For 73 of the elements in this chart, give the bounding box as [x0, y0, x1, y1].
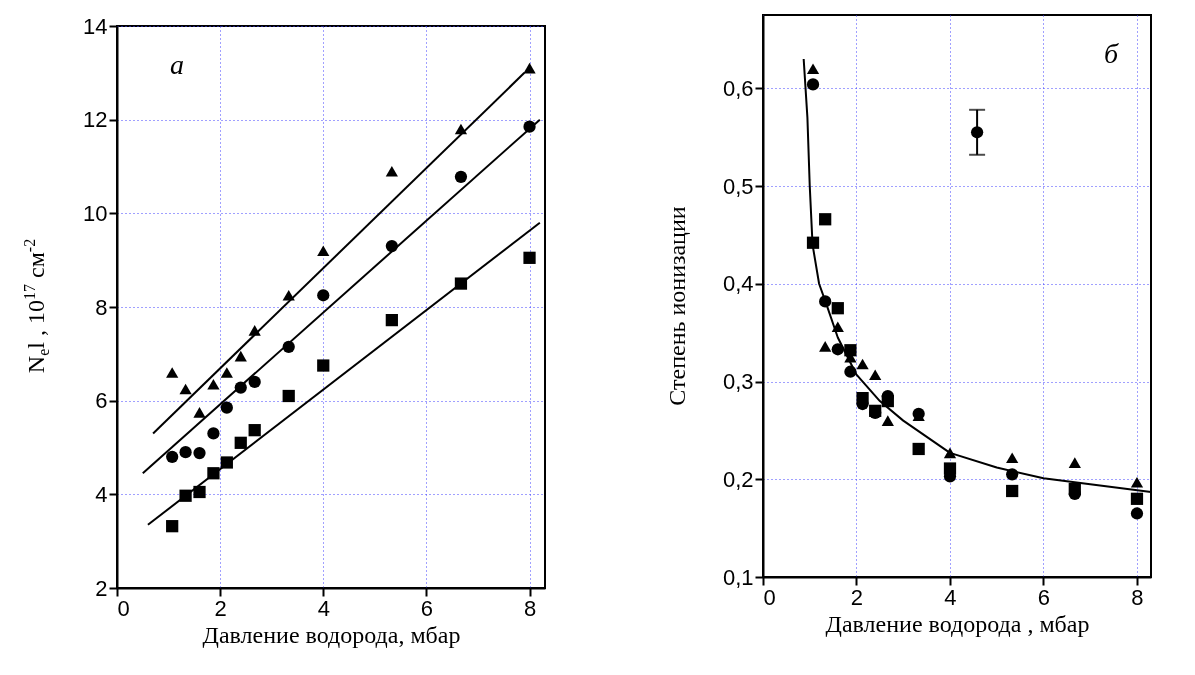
- y-tick-label: 14: [83, 13, 108, 39]
- x-tick-label: 6: [420, 595, 434, 621]
- point: [523, 62, 536, 74]
- point: [317, 245, 330, 257]
- point: [806, 63, 820, 75]
- point: [179, 446, 192, 459]
- x-tick-label: 8: [1131, 584, 1144, 610]
- x-tick-label: 6: [1037, 584, 1051, 610]
- point: [385, 313, 398, 327]
- point: [193, 407, 206, 418]
- point: [856, 392, 869, 405]
- x-axis-title: Давление водорода , мбар: [825, 610, 1090, 637]
- y-tick-label: 0,2: [722, 466, 754, 492]
- annotation: а: [170, 49, 184, 80]
- y-tick-label: 0,1: [722, 564, 754, 590]
- point: [282, 289, 295, 301]
- y-tick-label: 0,3: [722, 369, 754, 395]
- point: [317, 359, 330, 372]
- point: [166, 367, 179, 378]
- annotation: б: [1103, 38, 1119, 69]
- point: [207, 427, 220, 440]
- x-tick-label: 2: [214, 595, 227, 621]
- point: [454, 170, 468, 183]
- point: [1068, 457, 1081, 468]
- point: [1130, 507, 1144, 520]
- point: [819, 341, 832, 352]
- point: [234, 350, 247, 362]
- x-tick-label: 0: [117, 595, 130, 621]
- point: [869, 369, 882, 380]
- x-tick-label: 4: [944, 584, 957, 610]
- point: [234, 436, 247, 449]
- point: [1130, 476, 1144, 488]
- point: [248, 325, 261, 336]
- point: [166, 520, 179, 533]
- y-tick-label: 4: [95, 481, 108, 507]
- point: [248, 375, 261, 389]
- point: [248, 424, 261, 437]
- point: [179, 383, 192, 395]
- y-tick-label: 10: [83, 200, 108, 226]
- x-tick-label: 4: [317, 595, 330, 621]
- point: [317, 289, 330, 302]
- point: [1006, 452, 1019, 464]
- point: [819, 213, 832, 226]
- y-tick-label: 12: [83, 107, 108, 133]
- point: [523, 251, 536, 264]
- x-tick-label: 2: [850, 584, 864, 610]
- point: [844, 344, 857, 357]
- point: [282, 389, 295, 403]
- x-tick-label: 0: [763, 584, 776, 610]
- x-axis-title: Давление водорода, мбар: [202, 621, 461, 648]
- point: [912, 442, 925, 456]
- point: [943, 462, 957, 475]
- point: [1006, 484, 1019, 498]
- point: [385, 165, 398, 177]
- y-tick-label: 8: [95, 294, 108, 320]
- point: [806, 78, 820, 91]
- point: [856, 358, 869, 370]
- y-tick-label: 0,5: [722, 173, 754, 199]
- y-axis-title: Степень ионизации: [663, 206, 691, 406]
- point: [166, 450, 179, 463]
- point: [207, 378, 220, 390]
- x-tick-label: 8: [523, 595, 537, 621]
- point: [220, 367, 233, 378]
- y-tick-label: 6: [95, 388, 108, 414]
- point: [1130, 492, 1144, 505]
- point: [193, 447, 206, 460]
- point: [220, 401, 233, 414]
- point: [193, 485, 206, 499]
- y-tick-label: 0,4: [722, 271, 754, 297]
- point: [831, 302, 844, 315]
- y-tick-label: 0,6: [722, 75, 754, 101]
- point: [1068, 482, 1081, 496]
- point: [881, 415, 894, 426]
